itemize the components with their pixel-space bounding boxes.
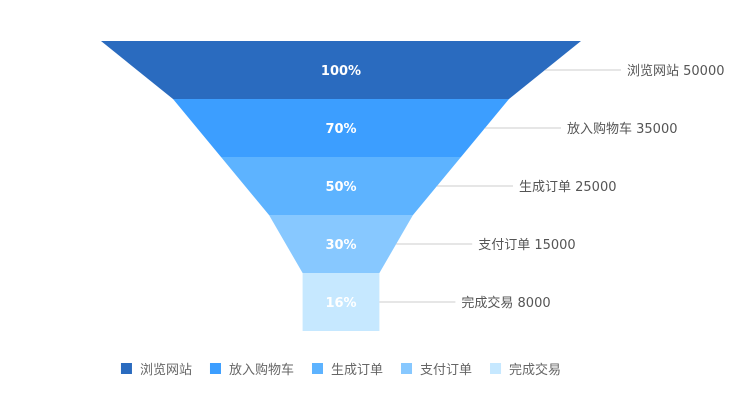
legend-swatch bbox=[209, 363, 221, 374]
funnel-layer bbox=[101, 41, 581, 331]
legend-swatch bbox=[120, 363, 132, 374]
legend-label: 放入购物车 bbox=[229, 362, 294, 378]
funnel-percent-label: 100% bbox=[321, 64, 361, 79]
funnel-stage-label: 生成订单 25000 bbox=[519, 180, 617, 195]
legend-item-4[interactable]: 支付订单 bbox=[401, 363, 472, 378]
legend-swatch bbox=[490, 363, 502, 374]
funnel-segment-3[interactable] bbox=[221, 157, 461, 215]
funnel-segment-5[interactable] bbox=[302, 273, 380, 331]
legend-swatch bbox=[401, 363, 413, 374]
funnel-percent-label: 50% bbox=[325, 180, 356, 195]
legend-label: 完成交易 bbox=[509, 362, 561, 378]
legend-label: 生成订单 bbox=[331, 363, 383, 378]
funnel-stage-label: 支付订单 15000 bbox=[478, 238, 576, 253]
legend-label: 浏览网站 bbox=[140, 362, 192, 378]
funnel-stage-label: 浏览网站 50000 bbox=[627, 63, 725, 79]
funnel-percent-label: 70% bbox=[325, 122, 356, 137]
legend-item-3[interactable]: 生成订单 bbox=[311, 363, 383, 378]
funnel-percent-label: 16% bbox=[325, 296, 356, 311]
funnel-segment-4[interactable] bbox=[269, 215, 413, 273]
funnel-segment-1[interactable] bbox=[101, 41, 581, 99]
legend-label: 支付订单 bbox=[420, 363, 472, 378]
label-layer: 100% 浏览网站 50000 70% 放入购物车 35000 50% 生成订单 2500… bbox=[321, 63, 725, 311]
funnel-stage-label: 完成交易 8000 bbox=[461, 295, 550, 311]
funnel-stage-label: 放入购物车 35000 bbox=[567, 121, 678, 137]
legend-item-2[interactable]: 放入购物车 bbox=[209, 362, 294, 378]
legend[interactable]: 浏览网站 放入购物车 生成订单 支付订单 完成交易 bbox=[120, 362, 561, 378]
legend-item-1[interactable]: 浏览网站 bbox=[120, 362, 192, 378]
funnel-segment-2[interactable] bbox=[173, 99, 509, 157]
legend-item-5[interactable]: 完成交易 bbox=[490, 362, 561, 378]
funnel-percent-label: 30% bbox=[325, 238, 356, 253]
legend-swatch bbox=[311, 363, 323, 374]
